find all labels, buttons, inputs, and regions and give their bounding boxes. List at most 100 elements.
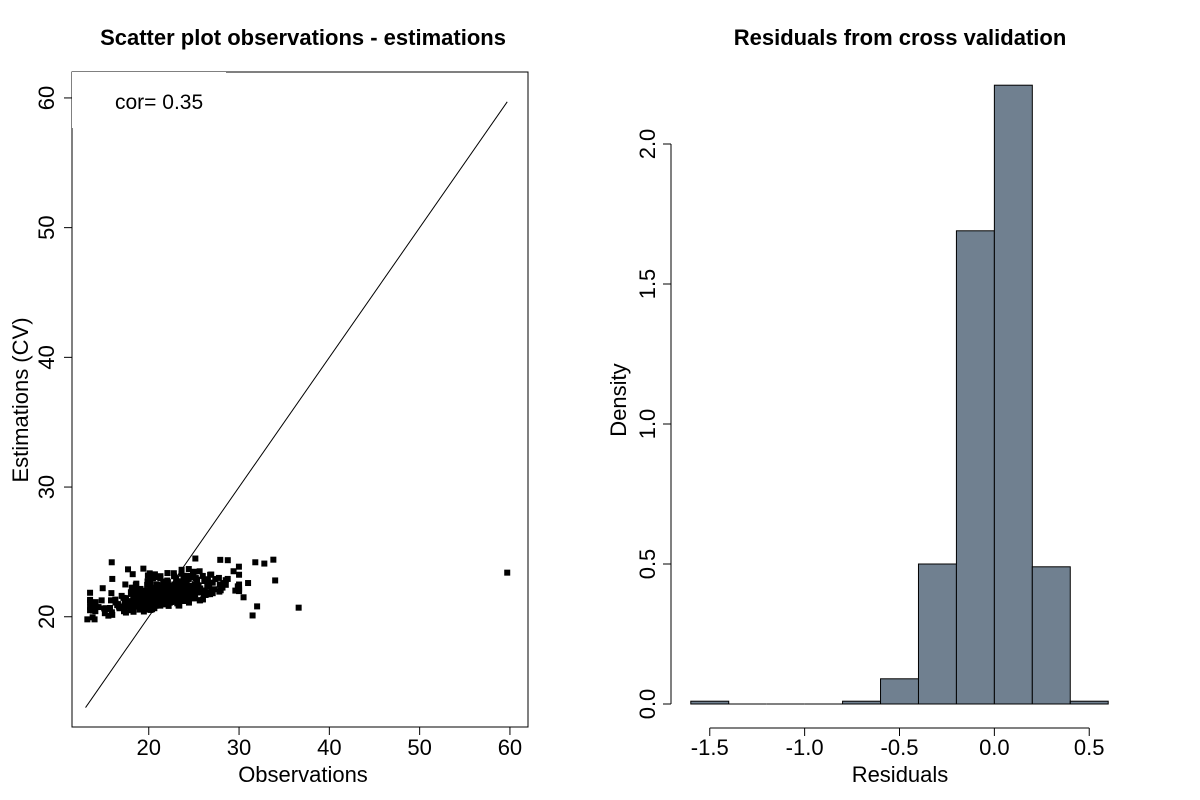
scatter-point xyxy=(245,580,252,587)
scatter-x-axis-label: Observations xyxy=(238,762,368,787)
scatter-point xyxy=(191,595,198,602)
scatter-point xyxy=(157,582,164,589)
histogram-bar xyxy=(880,678,919,705)
scatter-point xyxy=(153,581,160,588)
scatter-point xyxy=(207,591,214,598)
scatter-point xyxy=(120,594,127,601)
scatter-point xyxy=(185,575,192,582)
scatter-point xyxy=(222,577,229,584)
histogram-y-tick-label: 2.0 xyxy=(635,129,660,160)
scatter-point xyxy=(125,566,132,573)
scatter-point xyxy=(254,603,261,610)
scatter-panel: Scatter plot observations - estimations … xyxy=(8,25,529,787)
scatter-point xyxy=(201,577,208,584)
scatter-point xyxy=(131,602,138,609)
scatter-point xyxy=(121,602,128,609)
scatter-y-tick-label: 50 xyxy=(34,215,59,239)
scatter-point xyxy=(130,586,137,593)
scatter-point xyxy=(208,571,215,578)
scatter-point xyxy=(196,568,203,575)
scatter-point xyxy=(232,587,239,594)
scatter-point xyxy=(211,586,218,593)
scatter-point xyxy=(182,583,189,590)
scatter-point xyxy=(142,592,149,599)
scatter-point xyxy=(261,560,268,567)
scatter-point xyxy=(99,585,106,592)
scatter-point xyxy=(173,575,180,582)
scatter-point xyxy=(130,608,137,615)
scatter-point xyxy=(181,573,188,580)
histogram-x-axis: -1.5 -1.0 -0.5 0.0 0.5 xyxy=(691,727,1105,760)
scatter-point xyxy=(216,588,223,595)
scatter-point xyxy=(230,568,237,575)
scatter-point xyxy=(157,573,164,580)
scatter-point xyxy=(192,575,199,582)
scatter-x-tick-label: 60 xyxy=(498,735,522,760)
scatter-point xyxy=(204,582,211,589)
scatter-point xyxy=(166,592,173,599)
scatter-point xyxy=(144,578,151,585)
scatter-point xyxy=(194,585,201,592)
scatter-point xyxy=(180,578,187,585)
scatter-point xyxy=(270,556,277,563)
histogram-x-tick-label: -0.5 xyxy=(881,735,919,760)
scatter-point xyxy=(175,590,182,597)
scatter-point xyxy=(129,571,136,578)
scatter-point xyxy=(157,593,164,600)
scatter-point xyxy=(222,581,229,588)
scatter-point xyxy=(182,587,189,594)
scatter-point xyxy=(109,575,116,582)
scatter-point xyxy=(252,559,259,566)
histogram-bar xyxy=(917,563,957,705)
histogram-y-axis-label: Density xyxy=(606,363,631,436)
scatter-point xyxy=(178,570,185,577)
scatter-point xyxy=(217,556,224,563)
scatter-point xyxy=(136,602,143,609)
scatter-point xyxy=(95,604,102,611)
scatter-point xyxy=(163,600,170,607)
scatter-point xyxy=(87,596,94,603)
scatter-plot-frame xyxy=(71,71,529,728)
scatter-point xyxy=(240,594,247,601)
scatter-point xyxy=(84,616,91,623)
scatter-point xyxy=(189,584,196,591)
scatter-point xyxy=(101,605,108,612)
histogram-bar xyxy=(1069,700,1109,705)
scatter-point xyxy=(144,572,151,579)
scatter-point xyxy=(199,596,206,603)
scatter-point xyxy=(101,610,108,617)
scatter-point xyxy=(169,588,176,595)
scatter-point xyxy=(140,565,147,572)
scatter-point xyxy=(108,590,115,597)
histogram-bars xyxy=(690,84,1109,705)
scatter-point xyxy=(105,612,112,619)
scatter-point xyxy=(149,590,156,597)
scatter-y-axis-label: Estimations (CV) xyxy=(8,317,33,482)
scatter-point xyxy=(191,568,198,575)
scatter-point xyxy=(98,597,105,604)
scatter-point xyxy=(236,571,243,578)
scatter-point xyxy=(161,596,168,603)
scatter-point xyxy=(134,592,141,599)
scatter-point xyxy=(185,597,192,604)
scatter-point xyxy=(90,607,97,614)
scatter-point xyxy=(87,604,94,610)
histogram-y-tick-label: 1.0 xyxy=(635,409,660,440)
scatter-point xyxy=(236,581,243,588)
histogram-y-tick-label: 0.5 xyxy=(635,549,660,580)
histogram-y-tick-label: 0.0 xyxy=(635,689,660,720)
scatter-point xyxy=(185,566,192,573)
scatter-point xyxy=(116,603,122,610)
scatter-y-axis: 20 30 40 50 60 xyxy=(34,86,72,629)
scatter-point xyxy=(108,609,115,616)
histogram-x-tick-label: -1.5 xyxy=(691,735,729,760)
scatter-point xyxy=(142,587,149,594)
scatter-point xyxy=(153,590,160,597)
scatter-point xyxy=(212,576,219,583)
scatter-point xyxy=(272,577,279,584)
scatter-point xyxy=(164,577,171,584)
scatter-point xyxy=(122,609,129,616)
histogram-bar xyxy=(842,700,882,705)
scatter-points xyxy=(84,555,511,623)
scatter-point xyxy=(175,579,182,586)
